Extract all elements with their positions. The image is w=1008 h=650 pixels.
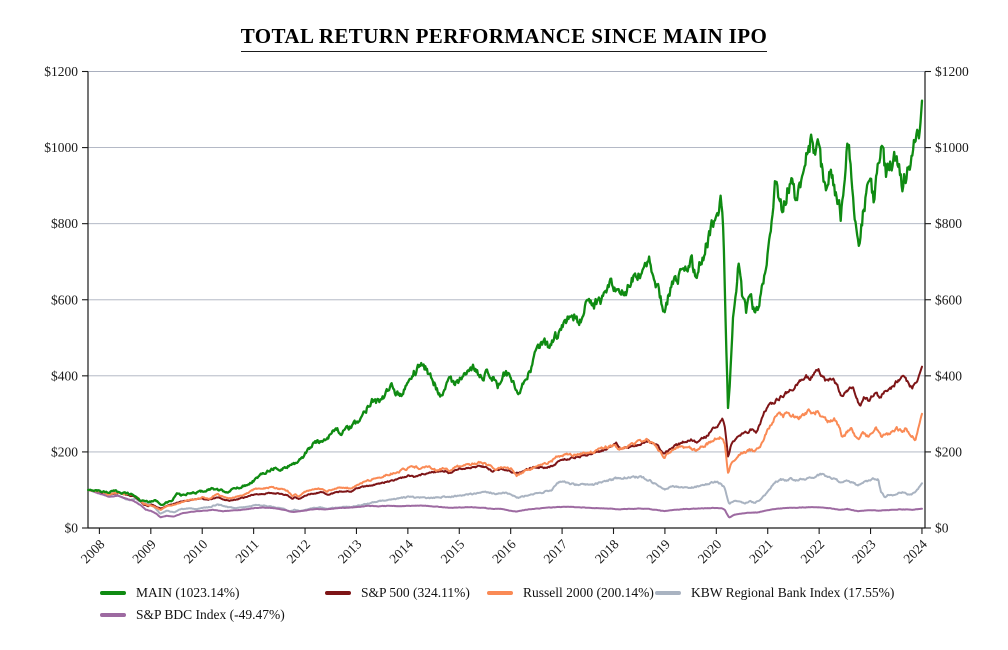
y-tick-label-right: $600 [935, 292, 962, 307]
x-tick-label: 2022 [798, 537, 828, 567]
x-tick-label: 2023 [849, 536, 879, 566]
y-tick-label-left: $800 [51, 216, 78, 231]
x-tick-label: 2015 [438, 536, 468, 566]
x-tick-label: 2016 [489, 536, 519, 566]
y-tick-label-right: $1000 [935, 140, 969, 155]
y-tick-label-right: $1200 [935, 64, 969, 79]
gridlines [88, 71, 925, 453]
series-line-sp-bdc [87, 489, 923, 519]
x-tick-label: 2011 [232, 537, 261, 566]
x-tick-label: 2019 [643, 536, 673, 566]
series-line-sp500 [87, 365, 923, 510]
x-axis-labels: 2008 2009 2010 2011 2012 2013 2014 2015 2016 2017… [78, 528, 930, 566]
y-tick-label-left: $1000 [44, 140, 78, 155]
x-tick-label: 2008 [78, 536, 108, 566]
x-tick-label: 2017 [541, 536, 571, 566]
x-tick-label: 2014 [386, 536, 416, 566]
y-tick-label-right: $200 [935, 444, 962, 459]
x-tick-label: 2021 [746, 537, 776, 567]
x-tick-label: 2024 [900, 536, 930, 566]
y-tick-label-left: $600 [51, 292, 78, 307]
x-tick-label: 2012 [283, 537, 313, 567]
y-axis-labels-left: $0 $200 $400 $600 $800 $1000 $1200 [44, 64, 88, 536]
chart-title-text: TOTAL RETURN PERFORMANCE SINCE MAIN IPO [240, 24, 768, 52]
y-axis-labels-right: $0 $200 $400 $600 $800 $1000 $1200 [925, 64, 969, 536]
y-tick-label-left: $1200 [44, 64, 78, 79]
chart-title: TOTAL RETURN PERFORMANCE SINCE MAIN IPO [0, 24, 1008, 52]
x-tick-label: 2013 [335, 536, 365, 566]
x-tick-label: 2009 [129, 536, 159, 566]
y-tick-label-left: $200 [51, 444, 78, 459]
y-tick-label-right: $400 [935, 368, 962, 383]
x-tick-label: 2018 [592, 536, 622, 566]
series-line-kbw-regional-bank [87, 472, 923, 515]
series-line-main [86, 99, 924, 507]
x-tick-label: 2020 [695, 536, 725, 566]
series-lines [86, 99, 924, 519]
y-tick-label-right: $800 [935, 216, 962, 231]
y-tick-label-left: $0 [65, 521, 79, 536]
y-tick-label-left: $400 [51, 368, 78, 383]
y-tick-label-right: $0 [935, 521, 949, 536]
series-line-russell2000 [87, 408, 923, 511]
x-tick-label: 2010 [181, 536, 211, 566]
